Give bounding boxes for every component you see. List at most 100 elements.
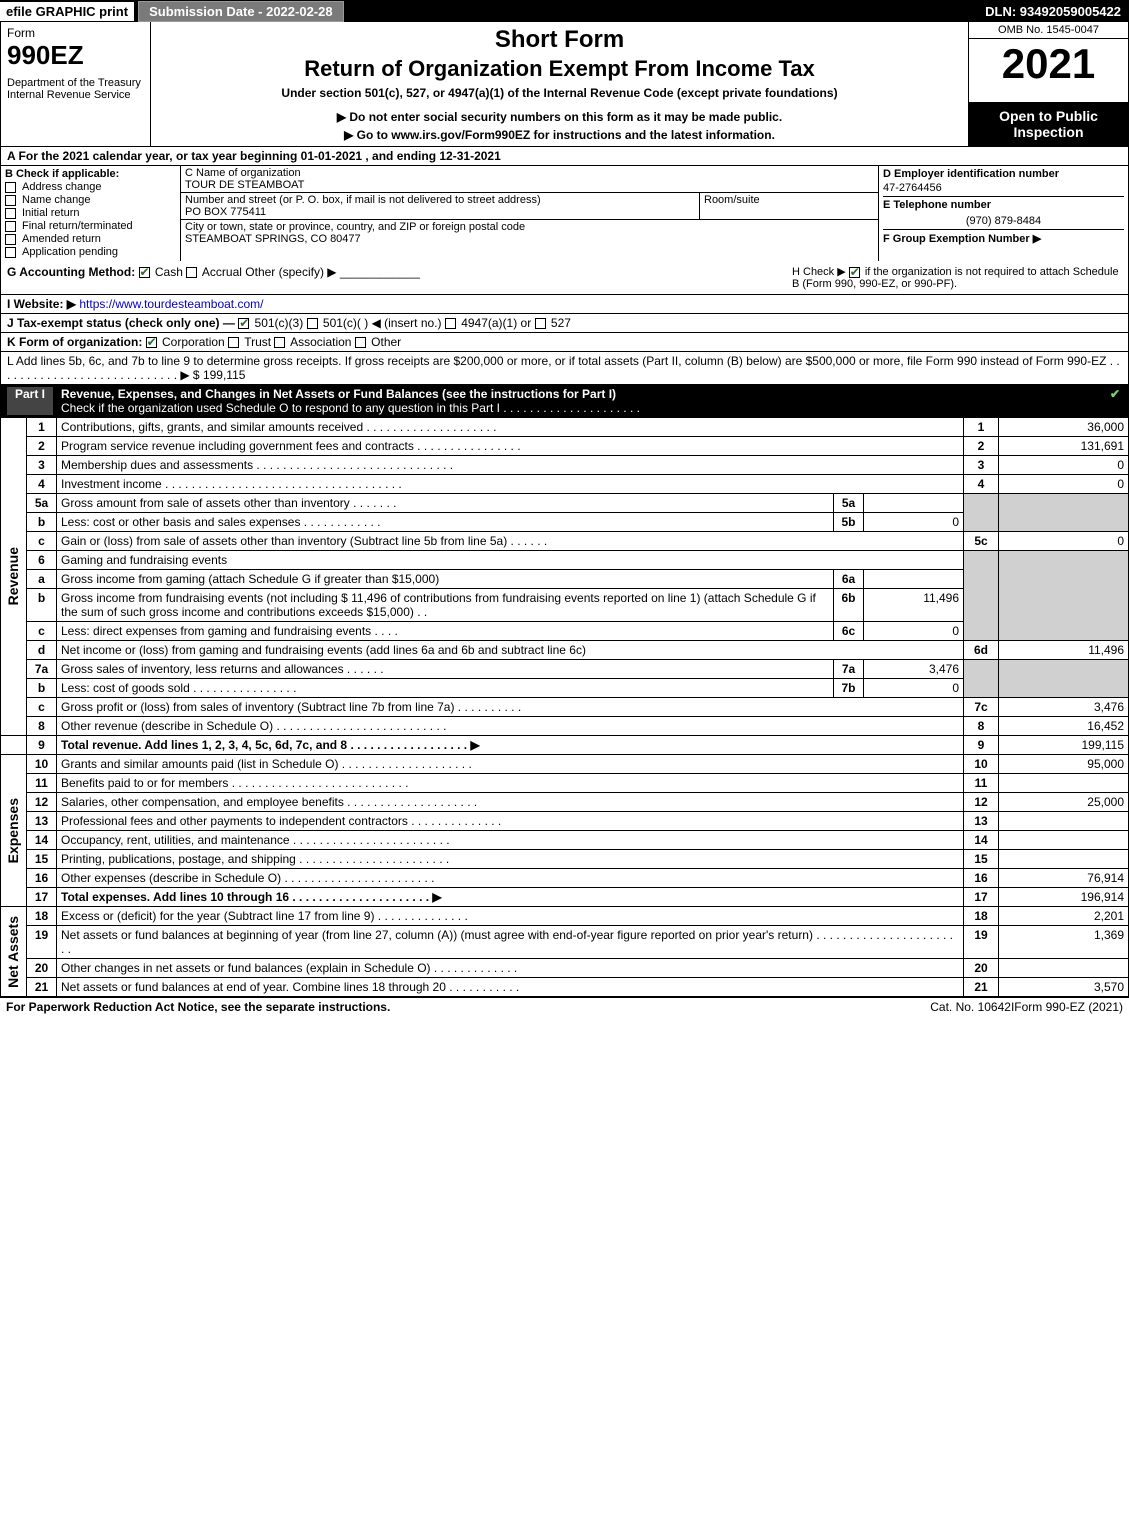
j-label: J Tax-exempt status (check only one) — xyxy=(7,316,235,330)
opt-accrual: Accrual xyxy=(202,265,242,279)
line17-ln: 17 xyxy=(964,888,999,907)
form-title-block: Short Form Return of Organization Exempt… xyxy=(151,22,968,146)
line2-desc: Program service revenue including govern… xyxy=(57,437,964,456)
line9-amt: 199,115 xyxy=(999,736,1129,755)
part-1-table: Revenue 1 Contributions, gifts, grants, … xyxy=(0,417,1129,997)
line8-desc: Other revenue (describe in Schedule O) .… xyxy=(57,717,964,736)
line14-desc: Occupancy, rent, utilities, and maintena… xyxy=(57,831,964,850)
section-b-title: B Check if applicable: xyxy=(5,168,176,180)
line15-ln: 15 xyxy=(964,850,999,869)
line6a-subamt xyxy=(864,570,964,589)
checkbox-501c3[interactable] xyxy=(238,318,249,329)
line10-ln: 10 xyxy=(964,755,999,774)
opt-501c3: 501(c)(3) xyxy=(255,316,304,330)
line13-ln: 13 xyxy=(964,812,999,831)
checkbox-name-change[interactable] xyxy=(5,195,16,206)
org-name: TOUR DE STEAMBOAT xyxy=(185,179,874,191)
line16-num: 16 xyxy=(27,869,57,888)
line15-num: 15 xyxy=(27,850,57,869)
line21-num: 21 xyxy=(27,978,57,997)
line19-desc: Net assets or fund balances at beginning… xyxy=(57,926,964,959)
section-c: C Name of organization TOUR DE STEAMBOAT… xyxy=(181,166,878,261)
line16-amt: 76,914 xyxy=(999,869,1129,888)
line13-desc: Professional fees and other payments to … xyxy=(57,812,964,831)
line7a-subamt: 3,476 xyxy=(864,660,964,679)
line12-amt: 25,000 xyxy=(999,793,1129,812)
under-section: Under section 501(c), 527, or 4947(a)(1)… xyxy=(161,86,958,100)
checkbox-schedule-o[interactable] xyxy=(1109,389,1120,400)
line17-amt: 196,914 xyxy=(999,888,1129,907)
checkbox-initial-return[interactable] xyxy=(5,208,16,219)
omb-number: OMB No. 1545-0047 xyxy=(969,22,1128,39)
line18-amt: 2,201 xyxy=(999,907,1129,926)
footer-right: Form 990-EZ (2021) xyxy=(1014,1000,1123,1014)
c-room-label: Room/suite xyxy=(704,194,874,206)
line21-ln: 21 xyxy=(964,978,999,997)
checkbox-application-pending[interactable] xyxy=(5,247,16,258)
row-a-tax-year: A For the 2021 calendar year, or tax yea… xyxy=(0,147,1129,166)
line6c-desc: Less: direct expenses from gaming and fu… xyxy=(57,622,834,641)
line17-desc: Total expenses. Add lines 10 through 16 … xyxy=(57,888,964,907)
checkbox-h[interactable] xyxy=(849,267,860,278)
expenses-side-label: Expenses xyxy=(5,798,21,863)
short-form-title: Short Form xyxy=(161,26,958,54)
form-header: Form 990EZ Department of the Treasury In… xyxy=(0,22,1129,147)
efile-print-label[interactable]: efile GRAPHIC print xyxy=(0,2,134,21)
label-name-change: Name change xyxy=(22,194,91,206)
line11-ln: 11 xyxy=(964,774,999,793)
line7b-num: b xyxy=(27,679,57,698)
line8-amt: 16,452 xyxy=(999,717,1129,736)
checkbox-amended-return[interactable] xyxy=(5,234,16,245)
checkbox-trust[interactable] xyxy=(228,337,239,348)
line5c-num: c xyxy=(27,532,57,551)
h-text1: H Check ▶ xyxy=(792,266,846,278)
checkbox-final-return[interactable] xyxy=(5,221,16,232)
line10-desc: Grants and similar amounts paid (list in… xyxy=(57,755,964,774)
line4-ln: 4 xyxy=(964,475,999,494)
f-label: F Group Exemption Number ▶ xyxy=(883,233,1041,245)
line5c-amt: 0 xyxy=(999,532,1129,551)
line5c-ln: 5c xyxy=(964,532,999,551)
line14-amt xyxy=(999,831,1129,850)
line9-num: 9 xyxy=(27,736,57,755)
department-text: Department of the Treasury Internal Reve… xyxy=(7,77,144,101)
checkbox-address-change[interactable] xyxy=(5,182,16,193)
line13-num: 13 xyxy=(27,812,57,831)
line19-num: 19 xyxy=(27,926,57,959)
line7a-desc: Gross sales of inventory, less returns a… xyxy=(57,660,834,679)
row-k-org-form: K Form of organization: Corporation Trus… xyxy=(0,333,1129,352)
line2-num: 2 xyxy=(27,437,57,456)
checkbox-association[interactable] xyxy=(274,337,285,348)
checkbox-cash[interactable] xyxy=(139,267,150,278)
checkbox-corporation[interactable] xyxy=(146,337,157,348)
checkbox-527[interactable] xyxy=(535,318,546,329)
label-application-pending: Application pending xyxy=(22,246,118,258)
checkbox-accrual[interactable] xyxy=(186,267,197,278)
checkbox-4947[interactable] xyxy=(445,318,456,329)
section-b: B Check if applicable: Address change Na… xyxy=(1,166,181,261)
line11-desc: Benefits paid to or for members . . . . … xyxy=(57,774,964,793)
line3-desc: Membership dues and assessments . . . . … xyxy=(57,456,964,475)
checkbox-other-org[interactable] xyxy=(355,337,366,348)
line6a-num: a xyxy=(27,570,57,589)
checkbox-501c[interactable] xyxy=(307,318,318,329)
line5c-desc: Gain or (loss) from sale of assets other… xyxy=(57,532,964,551)
label-address-change: Address change xyxy=(22,181,102,193)
website-link[interactable]: https://www.tourdesteamboat.com/ xyxy=(79,297,263,311)
opt-other: Other (specify) ▶ xyxy=(245,265,336,279)
line6c-num: c xyxy=(27,622,57,641)
form-id-block: Form 990EZ Department of the Treasury In… xyxy=(1,22,151,146)
opt-trust: Trust xyxy=(244,335,271,349)
submission-date: Submission Date - 2022-02-28 xyxy=(138,1,344,22)
part-1-title: Revenue, Expenses, and Changes in Net As… xyxy=(61,387,1109,415)
row-g-h: G Accounting Method: Cash Accrual Other … xyxy=(0,261,1129,295)
goto-note: ▶ Go to www.irs.gov/Form990EZ for instru… xyxy=(161,128,958,142)
line2-ln: 2 xyxy=(964,437,999,456)
opt-cash: Cash xyxy=(155,265,183,279)
line6c-subamt: 0 xyxy=(864,622,964,641)
line21-amt: 3,570 xyxy=(999,978,1129,997)
line5a-num: 5a xyxy=(27,494,57,513)
line14-num: 14 xyxy=(27,831,57,850)
line6-desc: Gaming and fundraising events xyxy=(57,551,964,570)
line18-desc: Excess or (deficit) for the year (Subtra… xyxy=(57,907,964,926)
